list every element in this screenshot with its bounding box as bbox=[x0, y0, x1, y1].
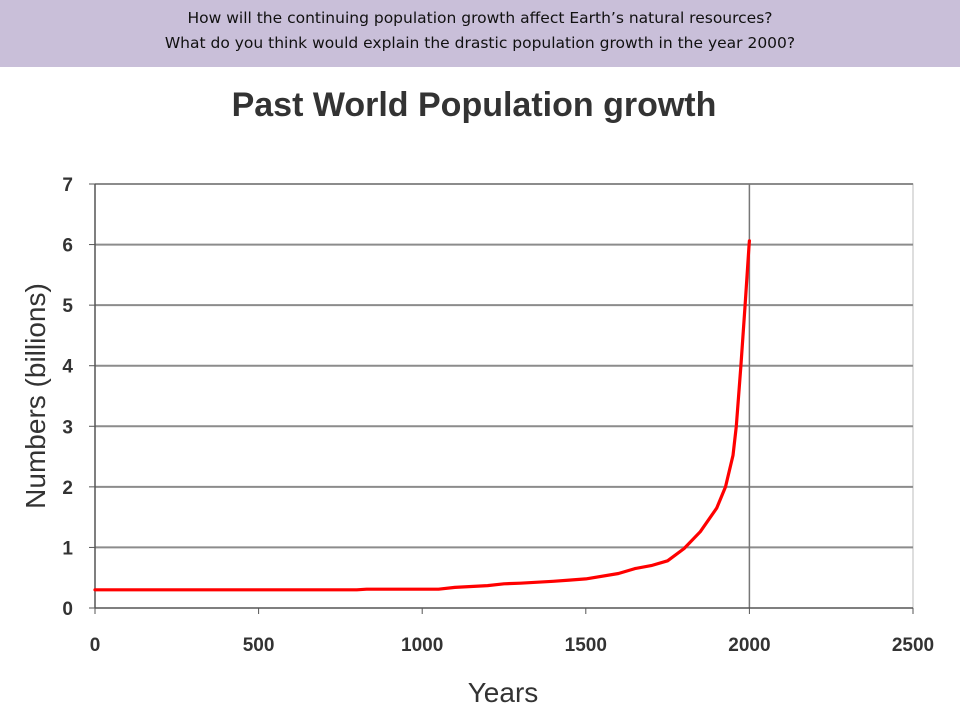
x-tick-label: 1000 bbox=[401, 635, 443, 656]
y-tick-label: 3 bbox=[62, 417, 73, 438]
y-tick-label: 2 bbox=[62, 478, 73, 499]
population-series-line bbox=[93, 239, 752, 592]
x-axis-label: Years bbox=[468, 677, 539, 708]
x-tick-label: 0 bbox=[90, 635, 101, 656]
question-line-1: How will the continuing population growt… bbox=[187, 9, 773, 27]
x-tick-label: 2000 bbox=[728, 635, 770, 656]
population-chart: Past World Population growth 0 1 2 3 4 5 6 7 0 500… bbox=[20, 86, 934, 708]
x-tick-label: 500 bbox=[243, 635, 275, 656]
y-tick-label: 7 bbox=[62, 175, 73, 196]
y-tick-label: 1 bbox=[62, 538, 73, 559]
x-tick-label: 1500 bbox=[565, 635, 607, 656]
y-tick-label: 6 bbox=[62, 236, 73, 257]
question-banner: How will the continuing population growt… bbox=[0, 0, 960, 67]
y-tick-label: 5 bbox=[62, 296, 73, 317]
y-tick-label: 0 bbox=[62, 599, 73, 620]
chart-title: Past World Population growth bbox=[232, 86, 717, 124]
plot-area bbox=[94, 183, 914, 609]
y-tick-label: 4 bbox=[62, 357, 73, 378]
question-line-2: What do you think would explain the dras… bbox=[164, 34, 796, 52]
x-tick-label: 2500 bbox=[892, 635, 934, 656]
y-axis-label: Numbers (billions) bbox=[20, 283, 51, 509]
